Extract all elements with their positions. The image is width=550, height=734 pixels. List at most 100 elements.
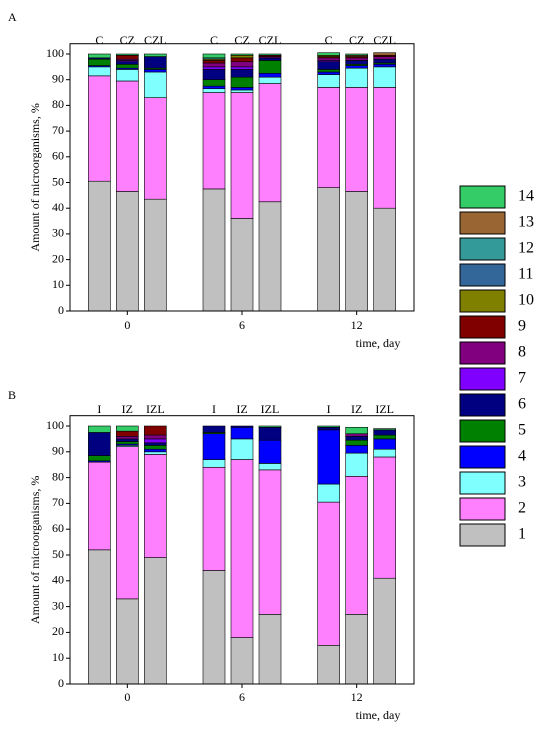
bar-segment [116, 80, 139, 192]
category-label: C [95, 33, 103, 47]
bar-segment [373, 428, 396, 431]
bar-segment [258, 83, 282, 203]
bar-segment [373, 438, 396, 450]
bar-segment [144, 198, 167, 312]
bar-segment [116, 63, 139, 69]
bar-segment [373, 577, 396, 685]
legend-label: 1 [518, 526, 526, 543]
legend-label: 7 [518, 370, 526, 387]
legend-label: 14 [518, 188, 534, 205]
bar-segment [88, 425, 111, 433]
bar-segment [202, 79, 226, 87]
y-tick-label: 10 [52, 277, 64, 291]
category-label: I [97, 402, 101, 416]
bar-segment [373, 207, 396, 312]
category-label: CZ [349, 33, 364, 47]
bar-segment [88, 66, 111, 77]
panel-label: B [8, 388, 16, 402]
legend-label: 9 [518, 318, 526, 335]
y-tick-label: 30 [52, 598, 64, 612]
bar-segment [202, 53, 226, 59]
bar-segment [230, 87, 254, 91]
x-axis-label: time, day [356, 708, 401, 722]
bar-segment [345, 445, 368, 454]
category-label: IZL [261, 402, 280, 416]
legend-swatch [459, 211, 506, 235]
bar-segment [373, 66, 396, 88]
category-label: IZL [375, 402, 394, 416]
y-tick-label: 10 [52, 650, 64, 664]
bar-segment [202, 85, 226, 89]
bar-segment [258, 614, 282, 685]
bar-segment [317, 483, 340, 503]
bar-segment [258, 426, 282, 441]
bar-segment [258, 72, 282, 78]
legend-swatch [459, 445, 506, 469]
bar-segment [317, 426, 340, 431]
bar-segment [116, 191, 139, 312]
bar-segment [116, 430, 139, 437]
bar-segment [116, 69, 139, 82]
bar-segment [230, 438, 254, 460]
y-tick-label: 40 [52, 200, 64, 214]
bar-segment [345, 60, 368, 65]
bar-segment [317, 644, 340, 685]
bar-segment [144, 71, 167, 98]
bar-segment [202, 188, 226, 312]
bar-segment [345, 436, 368, 441]
y-tick-label: 100 [46, 418, 64, 432]
bar-segment [230, 57, 254, 63]
bar-segment [144, 53, 167, 57]
bar-segment [116, 53, 139, 56]
legend-swatch [459, 341, 506, 365]
bar-segment [202, 69, 226, 80]
bar-segment [144, 451, 167, 455]
category-label: CZL [259, 33, 282, 47]
legend-label: 4 [518, 448, 526, 465]
y-tick-label: 50 [52, 547, 64, 561]
bar-segment [373, 56, 396, 60]
bar-segment [144, 448, 167, 453]
bar-segment [202, 459, 226, 468]
bar-segment [116, 436, 139, 440]
bar-segment [144, 557, 167, 685]
legend-swatch [459, 367, 506, 391]
bar-segment [144, 434, 167, 440]
bar-segment [202, 425, 226, 433]
legend-swatch [459, 315, 506, 339]
bar-segment [345, 433, 368, 437]
legend-swatch [459, 263, 506, 287]
legend-label: 8 [518, 344, 526, 361]
x-group-label: 0 [124, 690, 130, 704]
bar-segment [317, 501, 340, 646]
bar-segment [258, 57, 282, 61]
legend-label: 12 [518, 240, 534, 257]
bar-segment [230, 425, 254, 428]
bar-segment [317, 429, 340, 485]
panel-label: A [8, 10, 17, 24]
bar-segment [345, 439, 368, 446]
bar-segment [317, 61, 340, 70]
legend-label: 10 [518, 292, 534, 309]
y-tick-label: 20 [52, 624, 64, 638]
bar-segment [144, 454, 167, 558]
x-group-label: 0 [124, 318, 130, 332]
bar-segment [373, 58, 396, 64]
bar-segment [345, 614, 368, 685]
category-label: IZL [146, 402, 165, 416]
bar-segment [230, 66, 254, 70]
bar-segment [230, 459, 254, 638]
x-group-label: 12 [351, 318, 363, 332]
y-tick-label: 20 [52, 251, 64, 265]
category-label: C [325, 33, 333, 47]
bar-segment [345, 57, 368, 61]
bar-segment [258, 469, 282, 615]
bar-segment [116, 441, 139, 445]
bar-segment [373, 448, 396, 458]
bar-segment [202, 66, 226, 70]
bar-segment [202, 60, 226, 64]
plot-frame [69, 415, 415, 685]
legend-swatch [459, 289, 506, 313]
bar-segment [230, 76, 254, 88]
